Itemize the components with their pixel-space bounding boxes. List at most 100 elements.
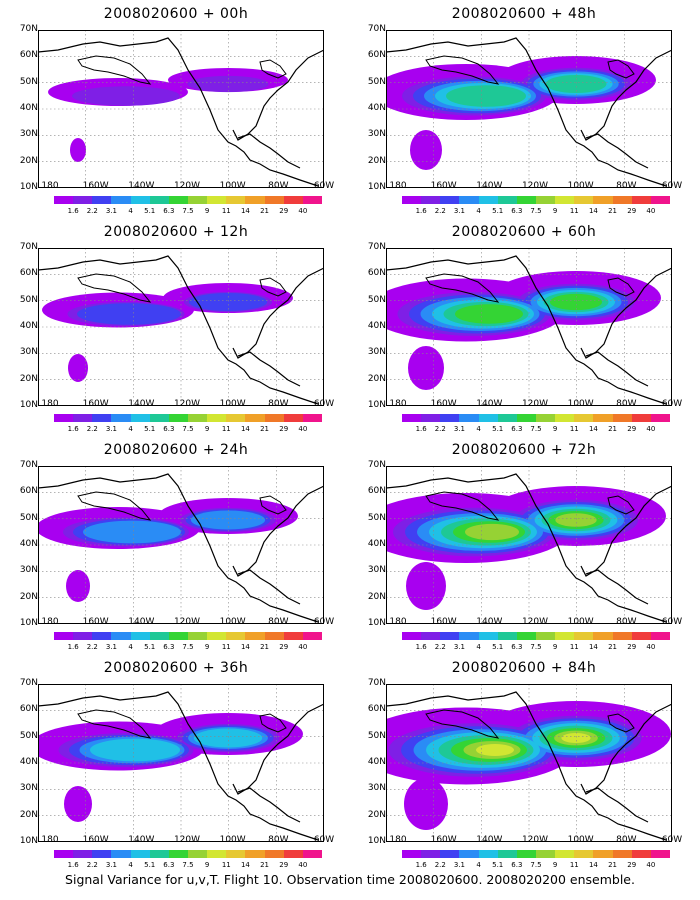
longitude-label: 140W	[476, 181, 503, 191]
colorbar-label: 1.6	[67, 861, 79, 869]
colorbar-label: 40	[646, 207, 656, 215]
longitude-label: 60W	[313, 399, 335, 409]
coastline	[259, 59, 287, 79]
longitude-label: 120W	[521, 835, 549, 845]
latitude-label: 20N	[19, 809, 38, 820]
colorbar-swatch	[497, 414, 517, 422]
variance-contour	[555, 513, 597, 527]
colorbar-label: 2.2	[434, 425, 446, 433]
latitude-label: 30N	[19, 129, 38, 140]
latitude-label: 20N	[367, 155, 386, 166]
colorbar-swatch	[497, 850, 517, 858]
coastline	[237, 351, 301, 387]
map-panel: 2008020600 + 48h 70N 60N 50N 40N 30N 20N 10N 180…	[354, 0, 694, 222]
latitude-label: 30N	[367, 783, 386, 794]
longitude-label: 100W	[219, 399, 246, 409]
colorbar-label: 5.1	[492, 643, 504, 651]
longitude-label: 60W	[661, 835, 683, 845]
colorbar-label: 21	[260, 643, 270, 651]
coastline	[607, 59, 635, 79]
colorbar-label: 5.1	[492, 425, 504, 433]
colorbar-label: 7.5	[530, 643, 542, 651]
coastline	[585, 569, 649, 605]
map-plot	[386, 466, 672, 624]
colorbar-swatch	[245, 196, 265, 204]
colorbar-label: 14	[240, 643, 250, 651]
coastline	[585, 133, 649, 169]
colorbar-swatch	[92, 196, 112, 204]
coastline	[585, 351, 649, 387]
longitude-label: 180	[41, 617, 59, 627]
map-plot	[38, 30, 324, 188]
colorbar-label: 5.1	[144, 861, 156, 869]
colorbar-label: 1.6	[415, 861, 427, 869]
colorbar-swatch	[302, 850, 322, 858]
coastline	[607, 277, 635, 297]
latitude-label: 70N	[367, 678, 386, 688]
longitude-label: 180	[41, 399, 59, 409]
colorbar-swatch	[130, 414, 150, 422]
colorbar-label: 6.3	[163, 425, 175, 433]
colorbar-swatch	[478, 632, 498, 640]
coastline	[425, 491, 500, 521]
colorbar-label: 11	[221, 643, 231, 651]
variance-contour	[64, 786, 92, 822]
coastline	[38, 691, 319, 841]
colorbar-label: 6.3	[511, 861, 523, 869]
colorbar-label: 11	[221, 207, 231, 215]
colorbar-swatch	[631, 196, 651, 204]
colorbar-label: 4	[476, 207, 481, 215]
variance-contour	[545, 75, 607, 93]
colorbar-swatch	[92, 850, 112, 858]
colorbar-label: 11	[221, 425, 231, 433]
colorbar-swatch	[593, 632, 613, 640]
colorbar-swatch	[497, 196, 517, 204]
coastline	[237, 133, 301, 169]
latitude-label: 70N	[19, 24, 38, 34]
colorbar	[54, 196, 322, 204]
colorbar-swatch	[402, 850, 422, 858]
panel-title: 2008020600 + 84h	[451, 660, 597, 676]
colorbar-swatch	[283, 414, 303, 422]
colorbar-label: 6.3	[163, 861, 175, 869]
colorbar-label: 2.2	[86, 425, 98, 433]
longitude-label: 100W	[219, 181, 246, 191]
coastline	[77, 55, 152, 85]
colorbar-swatch	[574, 632, 594, 640]
longitude-label: 160W	[82, 835, 109, 845]
latitude-label: 50N	[367, 512, 386, 523]
colorbar-label: 40	[298, 207, 308, 215]
colorbar-label: 4	[128, 207, 133, 215]
latitude-label: 50N	[367, 294, 386, 305]
longitude-label: 160W	[430, 617, 457, 627]
colorbar-label: 1.6	[415, 207, 427, 215]
colorbar-label: 9	[552, 643, 558, 651]
colorbar-swatch	[264, 414, 284, 422]
coastline	[386, 37, 667, 187]
latitude-label: 20N	[367, 809, 386, 820]
colorbar-label: 4	[476, 643, 481, 651]
longitude-label: 100W	[567, 181, 594, 191]
colorbar-swatch	[574, 196, 594, 204]
map-plot	[386, 248, 672, 406]
colorbar-label: 3.1	[105, 643, 117, 651]
latitude-label: 70N	[19, 678, 38, 688]
colorbar-swatch	[478, 850, 498, 858]
colorbar-swatch	[226, 196, 246, 204]
colorbar	[402, 196, 670, 204]
coastline	[259, 277, 287, 297]
longitude-label: 80W	[268, 835, 289, 845]
colorbar-swatch	[516, 414, 536, 422]
colorbar-label: 3.1	[105, 207, 117, 215]
colorbar-label: 5.1	[492, 207, 504, 215]
colorbar-swatch	[111, 632, 131, 640]
coastline	[386, 691, 667, 841]
colorbar-swatch	[402, 632, 422, 640]
colorbar-swatch	[54, 850, 74, 858]
colorbar-swatch	[421, 632, 441, 640]
colorbar-label: 29	[627, 643, 637, 651]
map-panel: 2008020600 + 36h 70N 60N 50N 40N 30N 20N 10N 180…	[6, 654, 346, 876]
colorbar-swatch	[459, 632, 479, 640]
colorbar-swatch	[302, 414, 322, 422]
longitude-label: 140W	[476, 617, 503, 627]
